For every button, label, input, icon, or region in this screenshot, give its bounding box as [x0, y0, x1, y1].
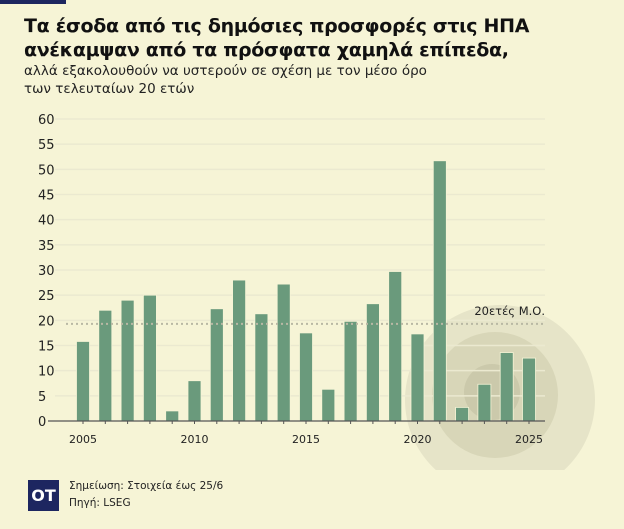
y-tick-label: 30 [38, 264, 55, 279]
chart-title: Τα έσοδα από τις δημόσιες προσφορές στις… [24, 14, 529, 62]
x-tick-label: 2005 [69, 433, 97, 446]
x-tick-label: 2010 [181, 433, 209, 446]
bar-2022 [455, 407, 470, 422]
x-tick-label: 2015 [292, 433, 320, 446]
y-tick-label: 15 [38, 340, 55, 355]
y-tick-label: 5 [38, 390, 46, 405]
footer-source: Πηγή: LSEG [69, 497, 131, 509]
y-tick-label: 10 [38, 365, 55, 380]
top-accent-bar [0, 0, 66, 4]
x-tick-label: 2020 [404, 433, 432, 446]
footer-note: Σημείωση: Στοιχεία έως 25/6 [69, 480, 224, 492]
title-line-2: ανέκαμψαν από τα πρόσφατα χαμηλά επίπεδα… [24, 39, 509, 61]
bar-2020 [410, 333, 425, 422]
footer: OT Σημείωση: Στοιχεία έως 25/6 Πηγή: LSE… [28, 478, 223, 512]
y-tick-label: 25 [38, 289, 55, 304]
average-label: 20ετές Μ.Ο. [474, 304, 545, 318]
bar-2015 [299, 332, 313, 422]
x-tick-label: 2025 [515, 433, 543, 446]
bar-2016 [321, 388, 336, 422]
ot-logo: OT [28, 479, 59, 511]
y-tick-label: 0 [38, 415, 46, 430]
bar-2023 [477, 383, 492, 422]
y-tick-label: 45 [38, 189, 55, 204]
bar-2025 [522, 357, 536, 422]
bar-2024 [499, 352, 514, 422]
y-tick-label: 20 [38, 314, 55, 329]
bar-2011 [209, 308, 224, 422]
bar-2018 [365, 303, 380, 422]
title-line-1: Τα έσοδα από τις δημόσιες προσφορές στις… [24, 15, 530, 37]
subtitle-line-2: των τελευταίων 20 ετών [24, 81, 195, 97]
y-tick-label: 35 [38, 239, 55, 254]
bar-2007 [120, 299, 135, 422]
y-tick-label: 55 [38, 138, 55, 153]
bar-2019 [388, 271, 403, 422]
subtitle-line-1: αλλά εξακολουθούν να υστερούν σε σχέση μ… [24, 63, 427, 79]
bar-2012 [232, 279, 247, 422]
bar-2021 [432, 160, 447, 422]
y-tick-label: 50 [38, 163, 55, 178]
chart-subtitle: αλλά εξακολουθούν να υστερούν σε σχέση μ… [24, 62, 427, 98]
bar-2008 [142, 294, 157, 422]
bar-2009 [165, 410, 180, 422]
y-tick-label: 60 [38, 113, 55, 128]
bar-2006 [98, 309, 113, 422]
bar-2005 [76, 341, 90, 422]
bar-2013 [254, 313, 269, 422]
y-tick-label: 40 [38, 214, 55, 229]
bar-2017 [343, 320, 358, 422]
bar-2014 [276, 283, 291, 422]
bar-2010 [187, 380, 202, 422]
